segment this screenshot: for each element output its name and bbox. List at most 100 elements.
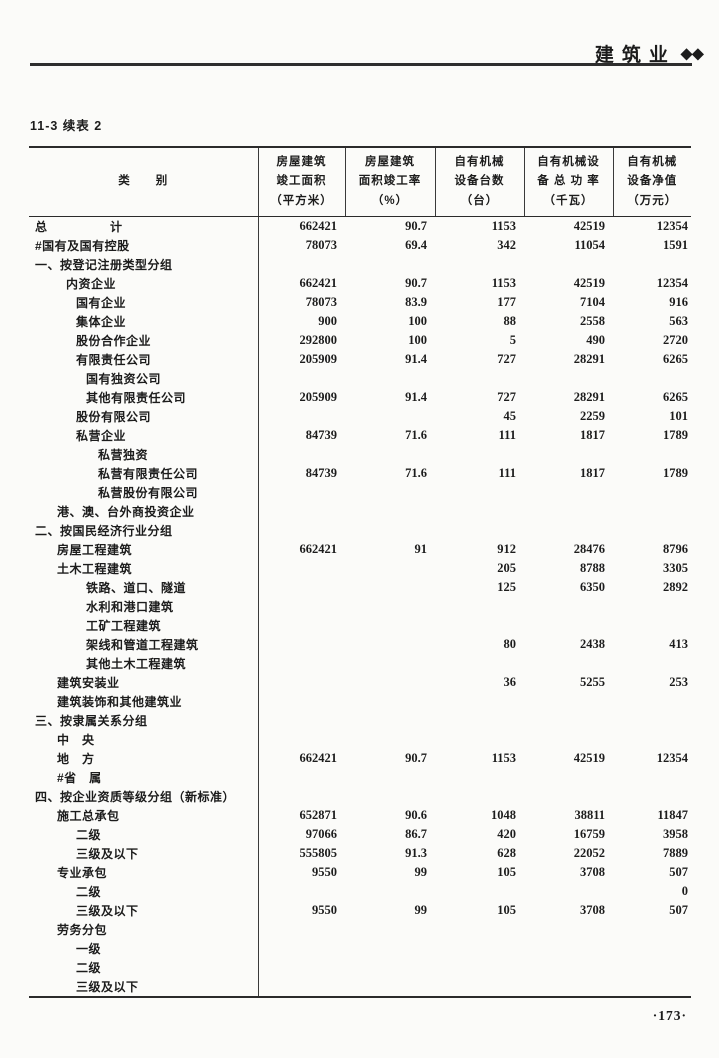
category-cell: 建筑安装业 — [29, 673, 259, 692]
value-cell: 2259 — [580, 409, 605, 423]
table-row: 国有独资公司 — [29, 369, 691, 388]
value-cell — [524, 787, 613, 806]
category-cell: 国有企业 — [29, 293, 259, 312]
value-cell — [345, 882, 435, 901]
value-cell: 3305 — [663, 561, 688, 575]
category-cell: 建筑装饰和其他建筑业 — [29, 692, 259, 711]
value-cell — [524, 692, 613, 711]
table-row: 私营有限责任公司 84739 71.6 111 1817 1789 — [29, 464, 691, 483]
table-row: 国有企业 78073 83.9 177 7104 916 — [29, 293, 691, 312]
table-caption: 11-3 续表 2 — [30, 119, 103, 133]
table-row: 一级 — [29, 939, 691, 958]
value-cell: 90.7 — [405, 276, 427, 290]
category-cell: 铁路、道口、隧道 — [29, 578, 259, 597]
table-row: 港、澳、台外商投资企业 — [29, 502, 691, 521]
column-header: 自有机械设备 总 功 率 （千瓦） — [523, 147, 613, 217]
value-cell — [435, 616, 524, 635]
value-cell — [524, 502, 613, 521]
value-cell — [258, 483, 345, 502]
column-header-line: 房屋建筑 — [276, 155, 327, 168]
category-cell: 施工总承包 — [29, 806, 259, 825]
table-row: 专业承包 9550 99 105 3708 507 — [29, 863, 691, 882]
value-cell: 727 — [497, 390, 516, 404]
value-cell: 555805 — [299, 846, 338, 860]
category-cell: 二级 — [29, 958, 259, 977]
table-row: 其他有限责任公司 205909 91.4 727 28291 6265 — [29, 388, 691, 407]
column-header-line: 竣工面积 — [276, 175, 327, 188]
value-cell: 111 — [498, 466, 516, 480]
value-cell — [524, 255, 613, 274]
value-cell: 420 — [497, 827, 516, 841]
table-row: 四、按企业资质等级分组（新标准） — [29, 787, 691, 806]
value-cell: 1048 — [491, 808, 516, 822]
category-cell: #省 属 — [29, 768, 259, 787]
value-cell: 42519 — [573, 219, 605, 233]
value-cell — [524, 882, 613, 901]
value-cell: 12354 — [656, 276, 688, 290]
value-cell — [613, 939, 691, 958]
value-cell — [524, 768, 613, 787]
value-cell: 2438 — [580, 637, 605, 651]
table-row: 三、按隶属关系分组 — [29, 711, 691, 730]
category-cell: 房屋工程建筑 — [29, 540, 259, 559]
value-cell: 90.6 — [405, 808, 427, 822]
value-cell: 490 — [586, 333, 605, 347]
value-cell — [345, 559, 435, 578]
value-cell — [435, 787, 524, 806]
value-cell — [435, 597, 524, 616]
table-row: 一、按登记注册类型分组 — [29, 255, 691, 274]
value-cell — [258, 692, 345, 711]
category-cell: 二级 — [29, 825, 259, 844]
value-cell — [258, 673, 345, 692]
value-cell: 90.7 — [405, 219, 427, 233]
value-cell — [613, 521, 691, 540]
value-cell — [435, 255, 524, 274]
value-cell — [345, 502, 435, 521]
table-row: 二、按国民经济行业分组 — [29, 521, 691, 540]
column-header: 房屋建筑 面积竣工率 （%） — [344, 147, 435, 217]
category-cell: 私营股份有限公司 — [29, 483, 259, 502]
value-cell: 71.6 — [405, 466, 427, 480]
table-row: 二级 0 — [29, 882, 691, 901]
value-cell: 6350 — [580, 580, 605, 594]
value-cell: 253 — [669, 675, 688, 689]
category-cell: 港、澳、台外商投资企业 — [29, 502, 259, 521]
value-cell — [258, 635, 345, 654]
value-cell: 91.4 — [405, 352, 427, 366]
category-cell: 私营企业 — [29, 426, 259, 445]
category-cell: 水利和港口建筑 — [29, 597, 259, 616]
value-cell — [435, 521, 524, 540]
category-cell: 总 计 — [29, 216, 259, 236]
table-row: 私营股份有限公司 — [29, 483, 691, 502]
column-header-line: （%） — [371, 194, 409, 207]
value-cell — [435, 958, 524, 977]
category-cell: 国有独资公司 — [29, 369, 259, 388]
header-rule — [30, 63, 692, 66]
table-row: 水利和港口建筑 — [29, 597, 691, 616]
header-row: 类 别房屋建筑 竣工面积 （平方米） 房屋建筑 面积竣工率 （%） 自有机械 设备台数 （台）自… — [29, 147, 691, 217]
value-cell — [613, 483, 691, 502]
value-cell — [345, 445, 435, 464]
value-cell — [613, 692, 691, 711]
table-row: 建筑安装业 36 5255 253 — [29, 673, 691, 692]
value-cell — [613, 787, 691, 806]
category-cell: 地 方 — [29, 749, 259, 768]
column-header-line: （万元） — [627, 194, 678, 207]
value-cell — [258, 445, 345, 464]
category-cell: 四、按企业资质等级分组（新标准） — [29, 787, 259, 806]
value-cell: 5 — [509, 333, 516, 347]
column-header-line: 自有机械 — [627, 155, 678, 168]
section-title: 建筑业 — [594, 45, 676, 66]
value-cell: 916 — [669, 295, 688, 309]
table-row: 架线和管道工程建筑 80 2438 413 — [29, 635, 691, 654]
value-cell: 91.3 — [405, 846, 427, 860]
value-cell: 205 — [497, 561, 516, 575]
value-cell — [258, 958, 345, 977]
value-cell — [345, 597, 435, 616]
table-row: 建筑装饰和其他建筑业 — [29, 692, 691, 711]
value-cell — [258, 407, 345, 426]
value-cell: 45 — [503, 409, 517, 423]
value-cell: 9550 — [312, 865, 337, 879]
value-cell: 507 — [669, 865, 688, 879]
column-header-line: 自有机械设 — [537, 155, 600, 168]
